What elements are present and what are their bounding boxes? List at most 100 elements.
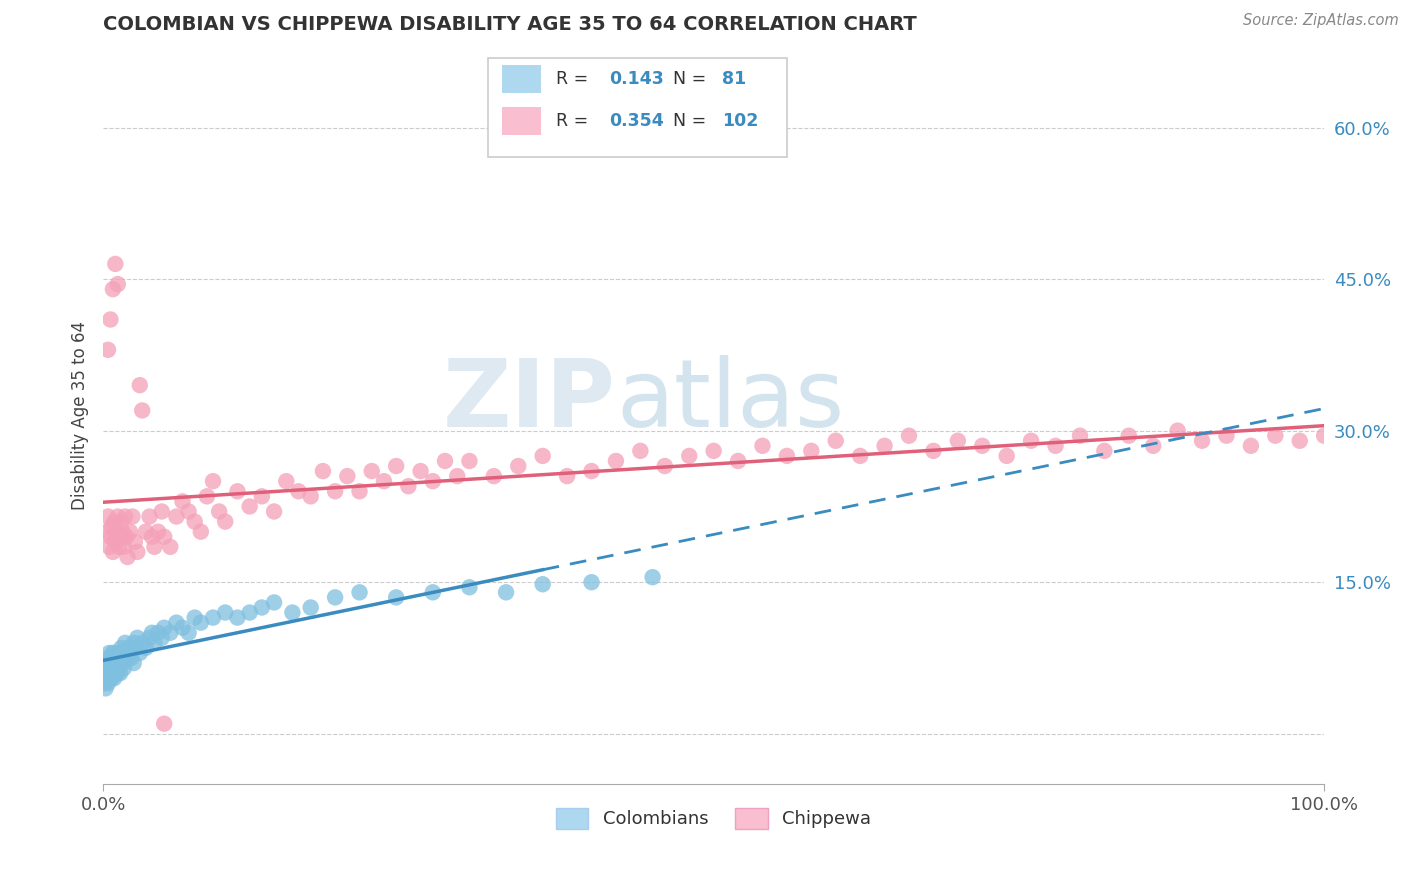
Point [111,646,134,660]
Point [409,464,432,478]
Point [349,484,371,499]
Point [287,484,309,499]
Point [104,534,127,549]
Point [1142,439,1164,453]
Point [396,479,419,493]
Point [1045,439,1067,453]
Point [159,625,181,640]
Point [495,585,517,599]
Point [121,509,143,524]
Point [202,610,225,624]
Point [97,509,120,524]
Point [131,403,153,417]
Point [100,666,122,681]
Text: 0.143: 0.143 [609,70,664,88]
Point [824,434,846,448]
Point [112,661,135,675]
Point [190,524,212,539]
Point [118,646,141,660]
Point [323,484,346,499]
Point [97,676,120,690]
Point [385,458,408,473]
Point [183,610,205,624]
Point [183,515,205,529]
Point [654,458,676,473]
Point [239,606,262,620]
Point [172,494,194,508]
Point [103,671,125,685]
Point [531,449,554,463]
Point [208,504,231,518]
Point [751,439,773,453]
Point [141,625,163,640]
Point [100,312,122,326]
Point [898,428,921,442]
Point [800,443,823,458]
Point [128,378,150,392]
Point [94,681,117,696]
Point [96,671,118,685]
Point [150,631,173,645]
Point [177,504,200,518]
Point [143,540,166,554]
Point [1313,428,1336,442]
Point [105,524,128,539]
Point [508,458,530,473]
Point [1191,434,1213,448]
Point [104,646,127,660]
FancyBboxPatch shape [502,65,541,93]
Point [1264,428,1286,442]
Point [110,640,132,655]
Text: R =: R = [557,70,593,88]
Point [138,631,160,645]
Point [581,575,603,590]
Point [107,666,129,681]
Point [226,484,249,499]
Point [946,434,969,448]
Point [138,509,160,524]
Point [114,651,136,665]
Point [112,540,135,554]
Point [101,656,124,670]
Point [482,469,505,483]
Point [146,625,169,640]
Point [422,585,444,599]
Text: 102: 102 [723,112,759,130]
FancyBboxPatch shape [488,58,787,157]
Point [107,656,129,670]
Text: Source: ZipAtlas.com: Source: ZipAtlas.com [1243,13,1399,29]
Point [177,625,200,640]
Point [276,474,298,488]
Point [101,545,124,559]
Point [873,439,896,453]
Point [153,621,176,635]
Point [190,615,212,630]
Point [118,640,141,655]
Point [101,666,124,681]
Point [153,716,176,731]
Point [995,449,1018,463]
Point [97,651,120,665]
Point [250,489,273,503]
Point [100,519,122,533]
Point [103,661,125,675]
Point [922,443,945,458]
Point [776,449,799,463]
Point [98,661,121,675]
Point [239,500,262,514]
Point [100,651,122,665]
Point [105,661,128,675]
Text: 81: 81 [723,70,747,88]
Point [727,454,749,468]
Legend: Colombians, Chippewa: Colombians, Chippewa [548,801,879,836]
Point [1240,439,1263,453]
Point [281,606,304,620]
Point [108,646,131,660]
Text: atlas: atlas [616,355,844,447]
Point [299,600,322,615]
Point [299,489,322,503]
Point [972,439,994,453]
Point [1118,428,1140,442]
Point [115,646,138,660]
Point [94,666,117,681]
